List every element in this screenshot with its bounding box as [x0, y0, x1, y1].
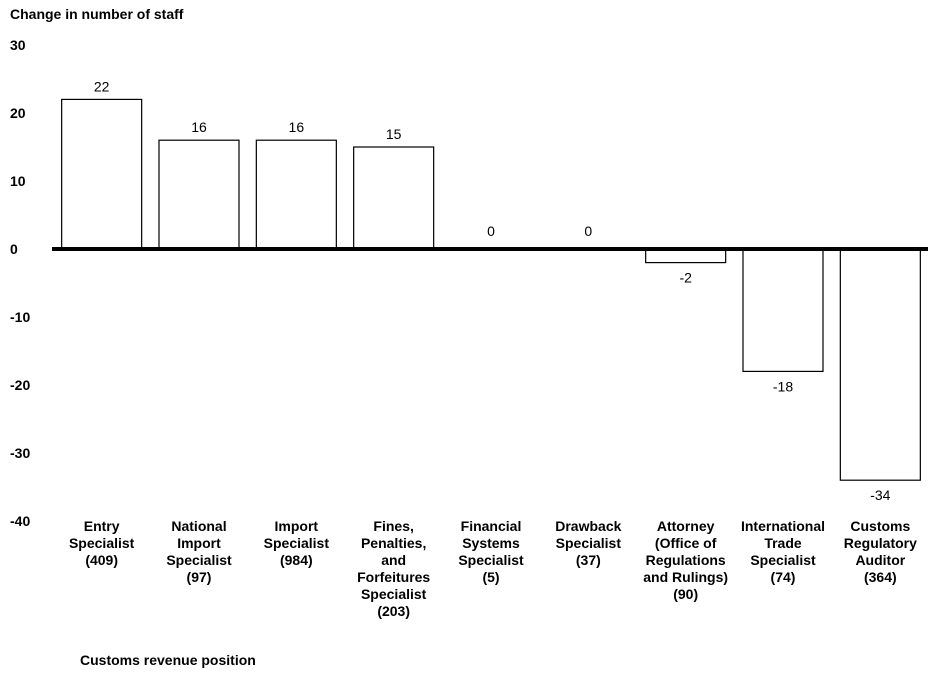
bar — [353, 146, 435, 250]
category-label: Attorney (Office of Regulations and Ruli… — [643, 518, 729, 602]
category-label: Fines, Penalties, and Forfeitures Specia… — [357, 518, 431, 619]
bar — [742, 248, 824, 373]
data-label: 16 — [289, 119, 305, 135]
category-label: Financial Systems Specialist (5) — [458, 518, 524, 585]
data-label: 16 — [191, 119, 207, 135]
bar — [158, 139, 240, 250]
y-tick-label: 20 — [10, 105, 26, 121]
y-tick-label: -20 — [10, 377, 30, 393]
category-label: Customs Regulatory Auditor (364) — [843, 518, 917, 585]
data-label: 15 — [386, 126, 402, 142]
category-label: National Import Specialist (97) — [166, 518, 232, 585]
bar — [645, 248, 727, 264]
y-tick-label: 0 — [10, 241, 18, 257]
x-axis-title: Customs revenue position — [80, 652, 256, 668]
bar — [255, 139, 337, 250]
bar — [839, 248, 921, 481]
data-label: -34 — [870, 487, 890, 503]
category-label: International Trade Specialist (74) — [740, 518, 825, 585]
y-axis-title: Change in number of staff — [10, 6, 184, 22]
y-tick-label: -40 — [10, 513, 30, 529]
category-label: Import Specialist (984) — [263, 518, 330, 568]
data-label: -2 — [679, 270, 692, 286]
category-label: Drawback Specialist (37) — [555, 518, 622, 568]
data-label: 0 — [584, 223, 592, 239]
y-tick-label: 10 — [10, 173, 26, 189]
bar — [61, 98, 143, 250]
y-tick-label: -10 — [10, 309, 30, 325]
data-label: 22 — [94, 78, 110, 94]
y-tick-label: -30 — [10, 445, 30, 461]
data-label: -18 — [773, 378, 793, 394]
y-tick-label: 30 — [10, 37, 26, 53]
category-label: Entry Specialist (409) — [68, 518, 135, 568]
data-label: 0 — [487, 223, 495, 239]
